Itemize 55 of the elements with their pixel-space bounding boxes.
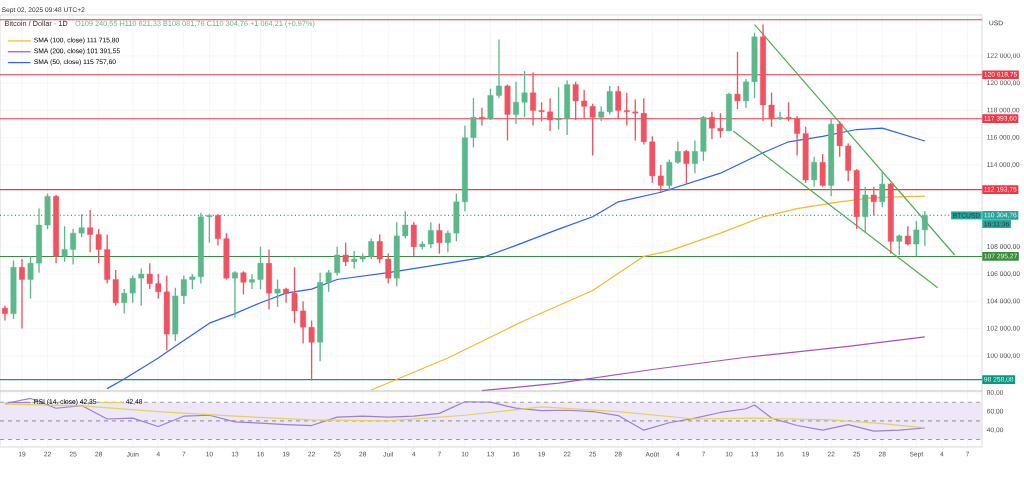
candlestick (470, 97, 477, 148)
candlestick (291, 266, 298, 324)
candlestick (402, 210, 409, 240)
candlestick (862, 186, 869, 234)
candlestick (683, 149, 690, 185)
candlestick (555, 86, 562, 131)
line-series (4, 403, 926, 429)
candlestick (836, 120, 843, 158)
candlestick (453, 192, 460, 243)
candlestick (879, 171, 886, 208)
candlestick (376, 233, 383, 264)
candlestick (27, 255, 34, 300)
candlestick (283, 287, 289, 304)
candlestick (61, 225, 68, 263)
candlestick (828, 117, 835, 198)
candlestick (223, 232, 230, 281)
candlestick (10, 259, 17, 320)
candlestick (393, 221, 400, 288)
candlestick (436, 222, 443, 255)
candlestick (342, 242, 349, 267)
candlestick (887, 182, 894, 255)
candlestick (802, 126, 809, 184)
candlestick (572, 81, 579, 121)
candlestick (487, 87, 494, 121)
candlestick (819, 153, 826, 188)
candlestick (904, 225, 911, 247)
candlestick (78, 213, 85, 238)
candlestick (308, 319, 315, 382)
candlestick (410, 221, 417, 258)
candlestick (385, 252, 392, 285)
candlestick (334, 246, 341, 277)
candlestick (896, 233, 903, 256)
candlestick (768, 92, 775, 128)
candlestick (504, 83, 511, 142)
candlestick (751, 32, 758, 99)
candlestick (521, 70, 528, 118)
candlestick (274, 278, 281, 308)
candlestick (206, 213, 213, 244)
candlestick (538, 101, 545, 123)
candlestick (870, 186, 877, 217)
candlestick (717, 112, 724, 139)
line-series (106, 127, 926, 390)
candlestick (700, 115, 707, 162)
line-series (4, 397, 926, 432)
candlestick (785, 101, 792, 123)
candlestick (138, 267, 145, 307)
candlestick (44, 192, 51, 230)
candlestick (240, 270, 247, 296)
candlestick (146, 262, 153, 290)
candlestick (368, 237, 375, 260)
candlestick (811, 156, 818, 188)
candlestick (257, 246, 264, 290)
candlestick (325, 269, 332, 293)
line-series (370, 195, 926, 391)
candlestick (734, 51, 741, 110)
